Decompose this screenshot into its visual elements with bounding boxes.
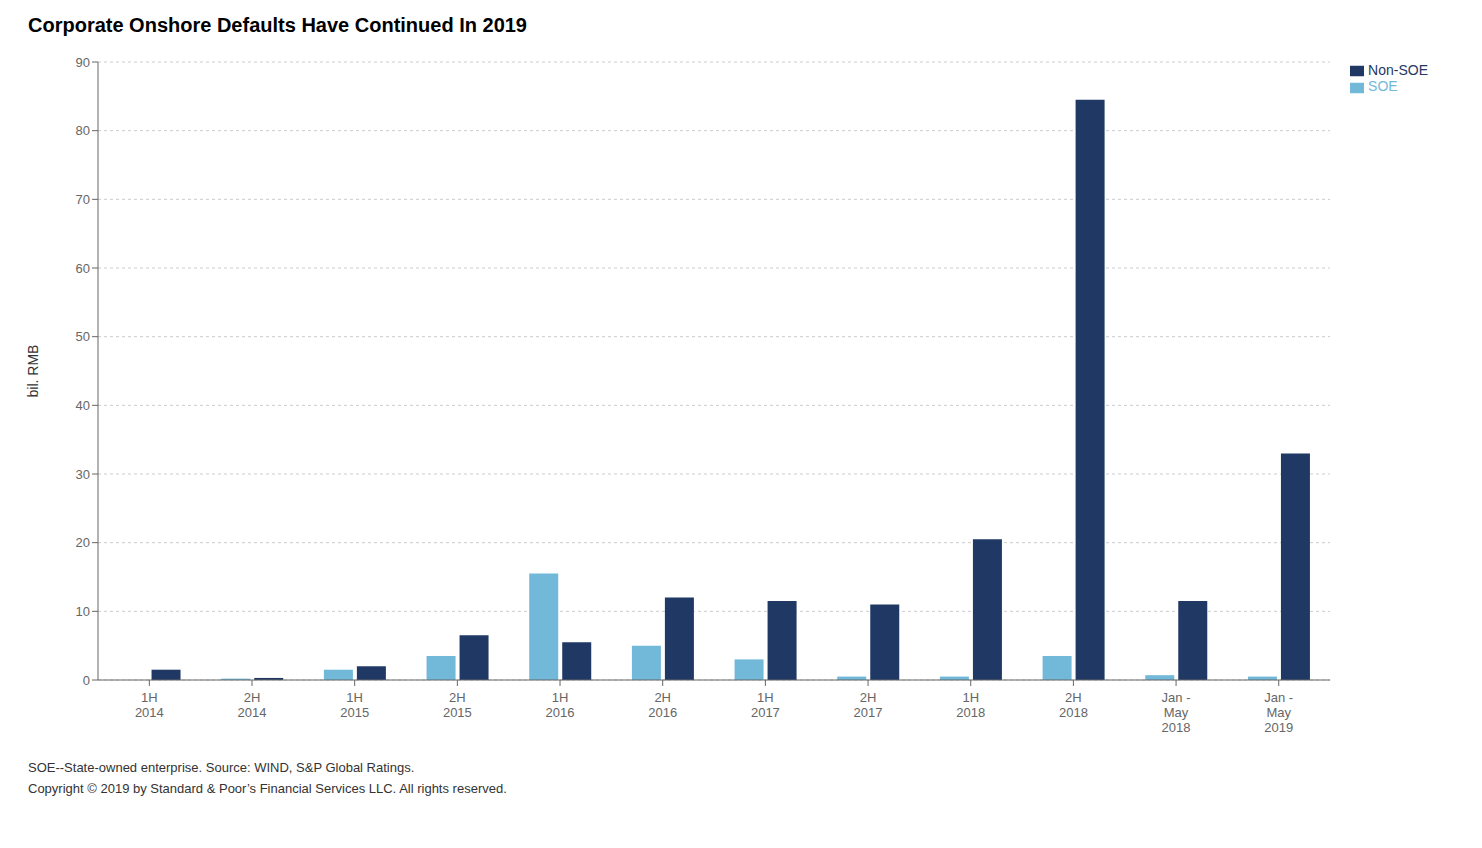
html-text:Copyright © 2019 by Standard &: Copyright © 2019 by Standard & Poor’s Fi… [28, 781, 507, 796]
html-text:Non-SOE: Non-SOE [1368, 62, 1428, 78]
svg-text:60: 60 [76, 261, 90, 276]
svg-text:Jan -May2018: Jan -May2018 [1162, 690, 1191, 735]
svg-text:1H2018: 1H2018 [956, 690, 985, 720]
svg-text:1H2017: 1H2017 [751, 690, 780, 720]
svg-text:20: 20 [76, 535, 90, 550]
svg-text:50: 50 [76, 329, 90, 344]
svg-text:1H2016: 1H2016 [546, 690, 575, 720]
svg-text:2H2015: 2H2015 [443, 690, 472, 720]
svg-text:40: 40 [76, 398, 90, 413]
html-text:SOE: SOE [1368, 78, 1398, 95]
svg-text:90: 90 [76, 55, 90, 70]
svg-text:Jan -May2019: Jan -May2019 [1264, 690, 1293, 735]
svg-text:1H2014: 1H2014 [135, 690, 164, 720]
svg-text:2H2016: 2H2016 [648, 690, 677, 720]
html-text:Corporate Onshore Defaults Hav: Corporate Onshore Defaults Have Continue… [28, 14, 527, 36]
svg-text:2H2018: 2H2018 [1059, 690, 1088, 720]
svg-text:2H2017: 2H2017 [854, 690, 883, 720]
svg-text:70: 70 [76, 192, 90, 207]
svg-text:0: 0 [83, 673, 90, 688]
svg-text:80: 80 [76, 123, 90, 138]
svg-text:bil. RMB: bil. RMB [25, 345, 41, 398]
svg-text:1H2015: 1H2015 [340, 690, 369, 720]
html-text:SOE--State-owned enterprise. S: SOE--State-owned enterprise. Source: WIN… [28, 760, 415, 775]
svg-text:10: 10 [76, 604, 90, 619]
svg-text:2H2014: 2H2014 [238, 690, 267, 720]
svg-text:30: 30 [76, 467, 90, 482]
